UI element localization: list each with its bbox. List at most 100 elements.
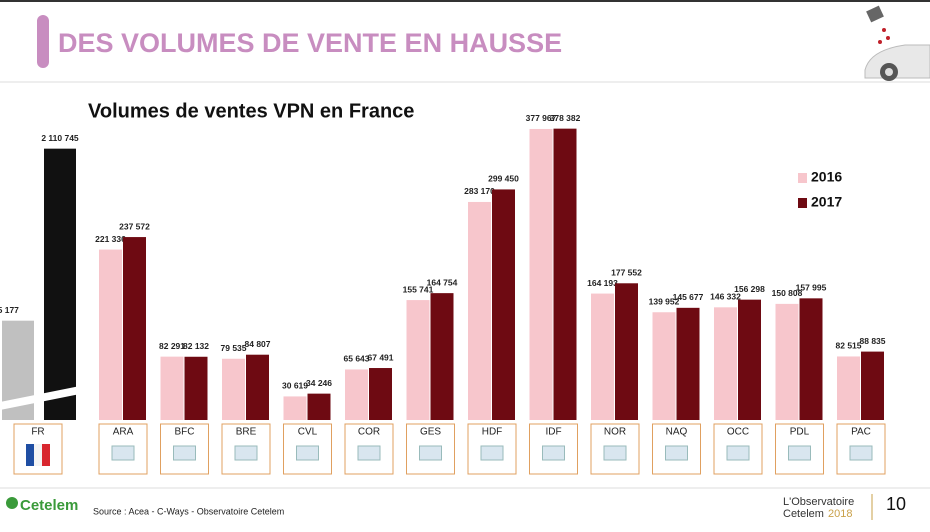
bar <box>222 358 245 420</box>
bar <box>345 369 368 420</box>
data-label: 157 995 <box>796 283 827 293</box>
category-label: OCC <box>727 427 749 438</box>
data-label: 82 132 <box>183 341 209 351</box>
category-label: ARA <box>113 427 134 438</box>
data-label: 88 835 <box>860 336 886 346</box>
bar <box>492 189 515 420</box>
data-label: 30 619 <box>282 381 308 391</box>
bar <box>553 128 577 420</box>
category-label: BFC <box>175 427 195 438</box>
region-logo <box>296 445 319 461</box>
data-label: 146 332 <box>710 292 741 302</box>
bar <box>283 396 307 420</box>
region-logo <box>603 445 627 461</box>
region-logo <box>726 445 750 461</box>
data-label: 150 808 <box>772 288 803 298</box>
legend-swatch <box>798 173 807 183</box>
data-label: 82 291 <box>159 341 185 351</box>
legend-label: 2016 <box>811 169 842 185</box>
data-label: 283 170 <box>464 186 495 196</box>
category-label: BRE <box>236 427 257 438</box>
bar <box>615 283 638 420</box>
data-label: 65 643 <box>344 354 370 364</box>
data-label: 34 246 <box>306 378 332 388</box>
region-logo <box>542 445 565 461</box>
data-label: 2 015 177 <box>0 305 19 315</box>
brand-year: 2018 <box>828 508 852 520</box>
region-logo <box>357 445 381 461</box>
source: Source : Acea - C-Ways - Observatoire Ce… <box>93 506 284 516</box>
title-accent <box>37 15 49 68</box>
bar <box>406 300 430 420</box>
bar <box>837 356 860 420</box>
flag-white <box>34 444 42 466</box>
slide-title: DES VOLUMES DE VENTE EN HAUSSE <box>58 28 562 58</box>
logo: Cetelem <box>20 497 78 514</box>
bar <box>99 249 122 420</box>
brand-line2: Cetelem <box>783 508 824 520</box>
legend-label: 2017 <box>811 194 842 210</box>
bar <box>676 307 700 420</box>
category-label: PAC <box>851 427 871 438</box>
bar <box>369 368 392 420</box>
bar <box>861 351 884 420</box>
category-label: NAQ <box>666 427 688 438</box>
data-label: 177 552 <box>611 268 642 278</box>
region-logo <box>849 445 873 461</box>
bar <box>44 148 76 420</box>
region-logo <box>788 445 811 461</box>
data-label: 377 967 <box>526 113 557 123</box>
data-label: 299 450 <box>488 174 519 184</box>
data-label: 2 110 745 <box>41 133 79 143</box>
data-label: 67 491 <box>368 352 394 362</box>
bar <box>529 128 553 421</box>
data-label: 156 298 <box>734 284 765 294</box>
flag-red <box>42 444 50 466</box>
bar <box>160 356 184 420</box>
logo-icon <box>6 497 18 509</box>
bar <box>307 393 331 420</box>
data-label: 164 754 <box>427 277 458 287</box>
region-logo <box>234 445 258 461</box>
bar <box>799 298 823 420</box>
bar <box>184 356 208 420</box>
bar <box>430 293 454 420</box>
region-logo <box>419 445 442 461</box>
axis-break <box>0 386 80 410</box>
bar <box>468 201 491 420</box>
region-logo <box>665 445 688 461</box>
region-logo <box>111 445 135 461</box>
data-label: 221 336 <box>95 234 126 244</box>
bar <box>714 307 737 420</box>
data-label: 82 515 <box>836 341 862 351</box>
data-label: 237 572 <box>119 221 150 231</box>
category-label: HDF <box>482 427 503 438</box>
data-label: 145 677 <box>673 292 704 302</box>
chart-title: Volumes de ventes VPN en France <box>88 100 414 122</box>
data-label: 79 535 <box>221 343 247 353</box>
bar <box>123 237 146 420</box>
bar <box>652 312 676 420</box>
data-label: 378 382 <box>550 113 581 123</box>
category-label: GES <box>420 427 441 438</box>
data-label: 164 193 <box>587 278 618 288</box>
category-label: CVL <box>298 427 318 438</box>
category-label: COR <box>358 427 380 438</box>
page-number: 10 <box>886 494 906 514</box>
data-label: 139 952 <box>649 296 680 306</box>
category-label: FR <box>31 427 44 438</box>
car-illustration <box>864 5 930 81</box>
legend-swatch <box>798 198 807 208</box>
region-logo <box>480 445 504 461</box>
bar <box>775 303 799 420</box>
flag-blue <box>26 444 34 466</box>
category-label: PDL <box>790 427 810 438</box>
category-label: NOR <box>604 427 626 438</box>
bar <box>591 293 614 420</box>
brand-line1: L'Observatoire <box>783 496 854 508</box>
data-label: 155 741 <box>403 284 434 294</box>
category-label: IDF <box>545 427 561 438</box>
bar <box>738 299 761 420</box>
bar <box>246 354 269 420</box>
